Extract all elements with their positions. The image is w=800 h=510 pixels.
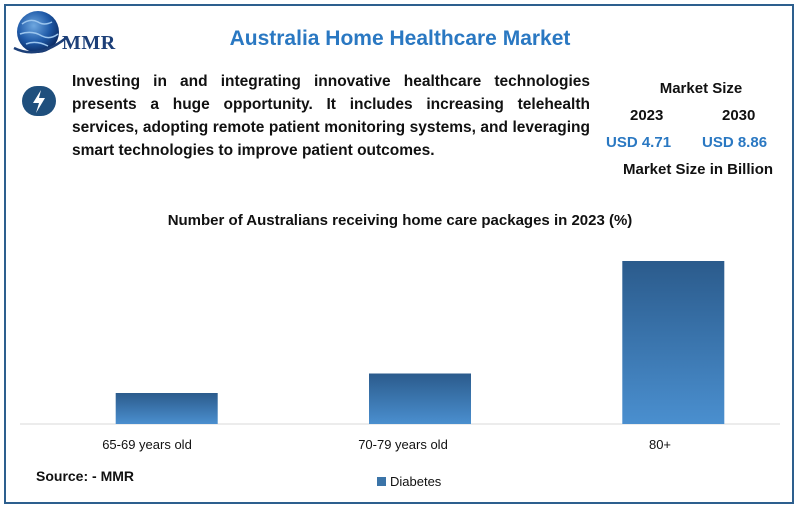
lightning-bolt-icon [22, 86, 56, 116]
brand-name: MMR [62, 32, 116, 54]
chart-title: Number of Australians receiving home car… [167, 212, 633, 229]
legend-label: Diabetes [390, 474, 442, 489]
mmr-logo [13, 11, 67, 54]
market-value-2030: USD 8.86 [702, 134, 768, 151]
intro-paragraph: Investing in and integrating innovative … [72, 73, 590, 159]
market-size-heading: Market Size [659, 80, 743, 97]
market-size-unit: Market Size in Billion [622, 161, 774, 178]
x-tick-label: 70-79 years old [358, 437, 448, 452]
market-year-2023: 2023 [630, 107, 664, 124]
market-value-2023: USD 4.71 [606, 134, 672, 151]
x-tick-label: 65-69 years old [102, 437, 192, 452]
bar-65-69-years-old [115, 393, 218, 424]
x-tick-label: 80+ [648, 437, 672, 452]
bar-80 [622, 261, 725, 424]
chart-legend: Diabetes [377, 474, 441, 489]
page-title: Australia Home Healthcare Market [229, 27, 571, 50]
bar-70-79-years-old [369, 373, 471, 424]
legend-swatch [377, 477, 386, 486]
market-year-2030: 2030 [722, 107, 756, 124]
source-note: Source: - MMR [36, 468, 134, 484]
